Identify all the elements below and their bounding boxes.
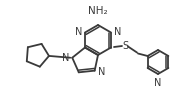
Text: N: N: [98, 67, 105, 77]
Text: S: S: [122, 40, 128, 50]
Text: N: N: [75, 26, 82, 36]
Text: N: N: [62, 53, 69, 63]
Text: N: N: [114, 26, 121, 36]
Text: N: N: [154, 78, 162, 88]
Text: NH₂: NH₂: [88, 6, 108, 16]
